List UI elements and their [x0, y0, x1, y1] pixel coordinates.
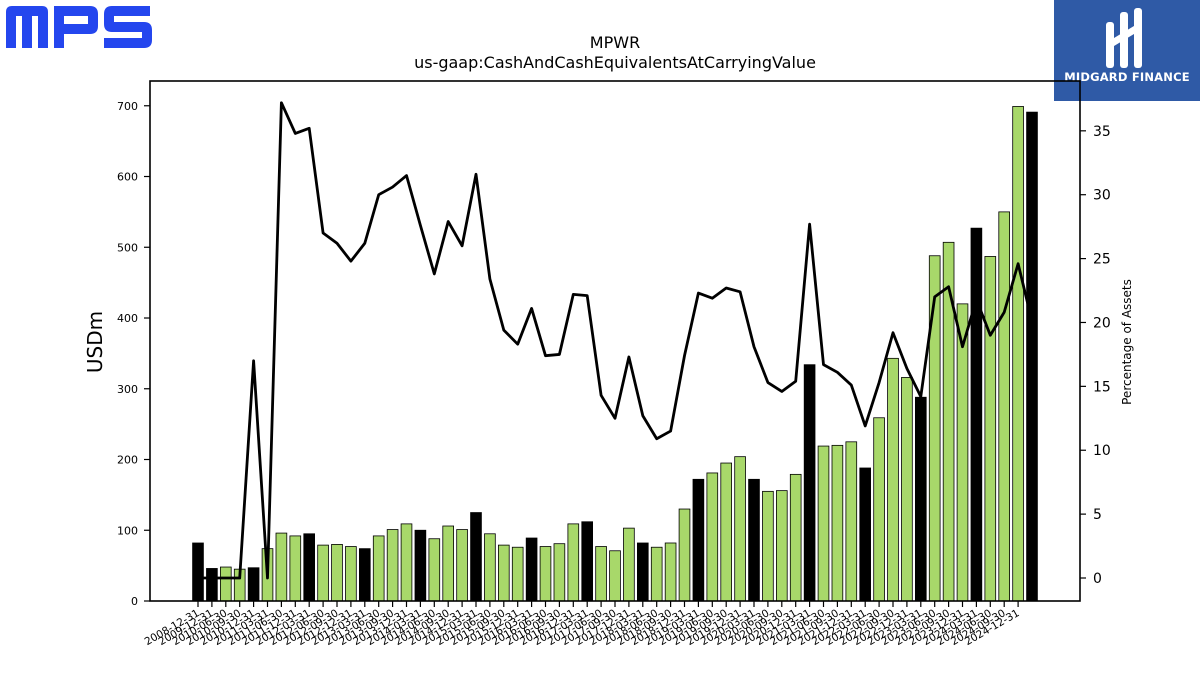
- y-tick-label: 600: [117, 171, 138, 184]
- bar: [539, 546, 552, 602]
- mps-logo: [4, 4, 154, 50]
- y2-tick-label: 25: [1093, 252, 1111, 268]
- y-tick-label: 0: [131, 595, 138, 608]
- bar: [984, 256, 997, 602]
- y2-tick-label: 10: [1093, 443, 1111, 459]
- y-axis-label: USDm: [83, 311, 107, 373]
- y-tick-label: 500: [117, 241, 138, 254]
- y2-tick-label: 5: [1093, 507, 1102, 523]
- bar: [358, 548, 371, 602]
- bar: [206, 568, 218, 602]
- bar: [789, 473, 802, 602]
- bar: [734, 456, 746, 602]
- bar: [275, 532, 288, 602]
- y-tick-label: 400: [117, 312, 138, 325]
- bar: [1026, 111, 1038, 602]
- bar: [776, 490, 788, 602]
- bar: [1012, 106, 1024, 602]
- bar: [442, 525, 454, 602]
- bar: [664, 542, 677, 602]
- y2-tick-label: 15: [1093, 379, 1111, 395]
- bar: [678, 508, 691, 602]
- bar: [623, 527, 635, 602]
- bar: [970, 227, 983, 602]
- midgard-finance-wordmark: MIDGARD FINANCE: [1064, 70, 1190, 84]
- bar: [414, 529, 427, 602]
- bar: [497, 544, 510, 602]
- bar: [331, 544, 343, 602]
- bar: [817, 445, 830, 602]
- axes: 0100200300400500600700051015202530352008…: [117, 80, 1111, 648]
- bar: [706, 472, 719, 602]
- y2-axis-label: Percentage of Assets: [1120, 279, 1134, 405]
- bar: [400, 523, 413, 602]
- chart-title: MPWR: [590, 33, 640, 52]
- bar: [595, 546, 607, 602]
- bar: [372, 535, 385, 602]
- bar: [942, 241, 955, 602]
- bar: [525, 537, 538, 602]
- bar: [386, 529, 399, 602]
- bar: [720, 462, 732, 602]
- bar: [998, 211, 1010, 602]
- bar: [317, 544, 329, 602]
- bar: [553, 543, 566, 602]
- y-tick-label: 300: [117, 383, 138, 396]
- bar: [511, 546, 524, 602]
- bar: [762, 490, 774, 602]
- bar: [219, 566, 232, 602]
- y-tick-label: 200: [117, 454, 138, 467]
- bar: [650, 546, 663, 602]
- midgard-finance-logo: MIDGARD FINANCE: [1054, 0, 1200, 101]
- bar: [873, 417, 885, 602]
- bar: [915, 396, 927, 602]
- bar: [567, 523, 580, 602]
- bar: [345, 546, 357, 602]
- bar: [928, 255, 941, 602]
- percentage-line-layer: [198, 101, 1034, 580]
- chart-subtitle: us-gaap:CashAndCashEquivalentsAtCarrying…: [414, 53, 816, 72]
- bars: [192, 106, 1038, 602]
- bar: [581, 521, 593, 602]
- bar: [901, 377, 913, 602]
- bar: [859, 467, 871, 602]
- bar: [748, 478, 760, 602]
- plot-frame: [149, 80, 1081, 602]
- bar: [845, 441, 858, 602]
- y2-tick-label: 20: [1093, 315, 1111, 331]
- bar: [803, 364, 816, 602]
- bar: [956, 303, 969, 602]
- bar: [456, 529, 468, 602]
- bar: [484, 533, 496, 602]
- bar: [289, 535, 302, 602]
- bar: [692, 478, 705, 602]
- percentage-line: [198, 101, 1034, 580]
- bar: [637, 542, 649, 602]
- bar: [887, 357, 899, 602]
- bar: [303, 533, 315, 602]
- bar: [609, 550, 621, 602]
- y2-tick-label: 30: [1093, 188, 1111, 204]
- y-tick-label: 100: [117, 524, 138, 537]
- y2-tick-label: 35: [1093, 124, 1111, 140]
- bar: [831, 444, 844, 602]
- bar: [247, 567, 260, 602]
- bar: [192, 542, 204, 602]
- y-tick-label: 700: [117, 100, 138, 113]
- bar: [428, 538, 441, 602]
- y2-tick-label: 0: [1093, 571, 1102, 587]
- bar: [470, 512, 482, 602]
